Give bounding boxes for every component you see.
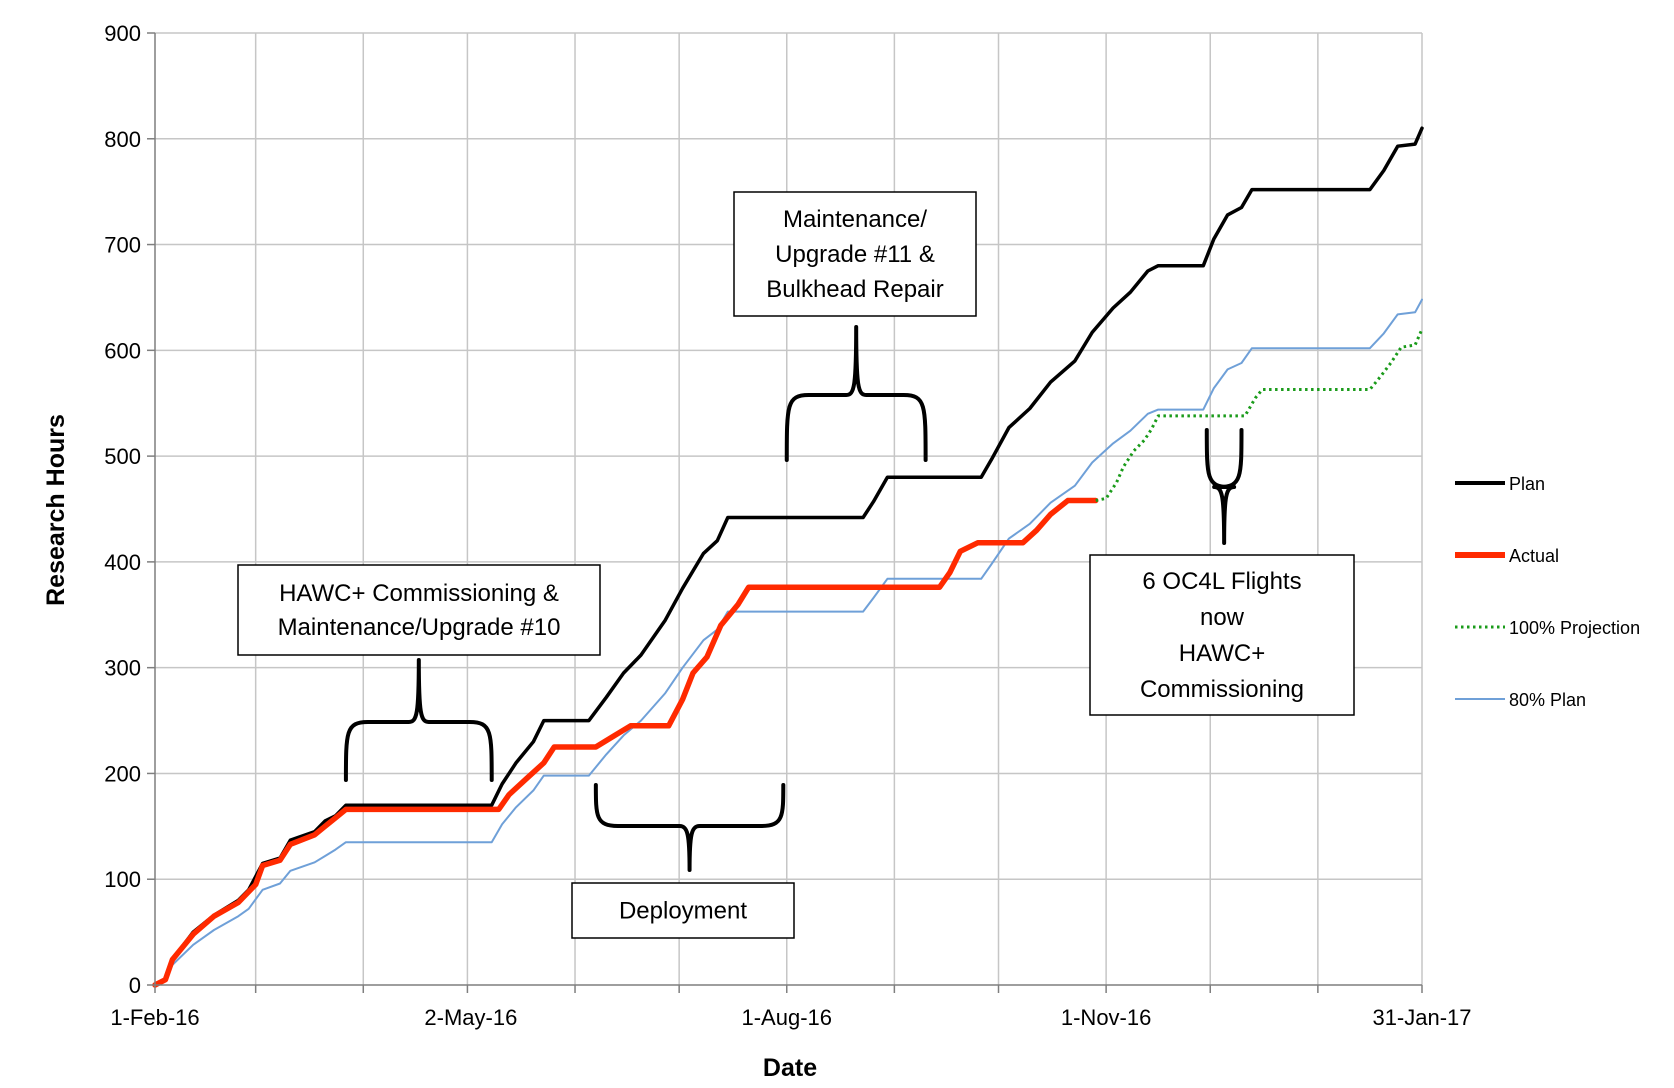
y-axis-title: Research Hours bbox=[42, 414, 70, 606]
y-tick-label: 200 bbox=[104, 761, 141, 786]
y-tick-label: 700 bbox=[104, 233, 141, 258]
legend-label: 80% Plan bbox=[1509, 690, 1586, 710]
annotation-brace bbox=[784, 325, 928, 462]
annotation-4: 6 OC4L Flights now HAWC+ Commissioning bbox=[1089, 428, 1355, 716]
x-tick-label: 31-Jan-17 bbox=[1372, 1005, 1471, 1030]
legend-label: Plan bbox=[1509, 474, 1545, 494]
axes: 0 100 200 300 400 500 600 700 800 900 1-Feb-16 2-Ma… bbox=[104, 21, 1471, 1030]
annotation-2: Deployment bbox=[571, 783, 795, 939]
y-tick-label: 0 bbox=[129, 973, 141, 998]
annotation-text: 6 OC4L Flights bbox=[1142, 568, 1301, 595]
annotation-text: now bbox=[1200, 604, 1245, 631]
annotation-text: Deployment bbox=[619, 898, 747, 925]
annotation-1: HAWC+ Commissioning & Maintenance/Upgrade… bbox=[237, 564, 601, 782]
x-tick-label: 1-Aug-16 bbox=[742, 1005, 833, 1030]
legend-label: 100% Projection bbox=[1509, 618, 1640, 638]
x-tick-label: 1-Nov-16 bbox=[1061, 1005, 1151, 1030]
y-tick-label: 600 bbox=[104, 338, 141, 363]
y-tick-label: 100 bbox=[104, 867, 141, 892]
annotation-text: Bulkhead Repair bbox=[766, 276, 943, 303]
x-tick-label: 2-May-16 bbox=[424, 1005, 517, 1030]
series-line-100-projection bbox=[1095, 328, 1424, 502]
y-tick-label: 500 bbox=[104, 444, 141, 469]
annotation-box bbox=[733, 191, 977, 317]
legend: Plan Actual 100% Projection 80% Plan bbox=[1455, 474, 1640, 710]
annotation-text: Maintenance/ bbox=[783, 206, 927, 233]
annotation-text: Maintenance/Upgrade #10 bbox=[278, 614, 561, 641]
y-tick-label: 900 bbox=[104, 21, 141, 46]
x-axis-title: Date bbox=[763, 1054, 817, 1082]
y-tick-label: 300 bbox=[104, 656, 141, 681]
annotation-box bbox=[237, 564, 601, 656]
annotation-brace bbox=[593, 783, 786, 872]
y-tick-label: 400 bbox=[104, 550, 141, 575]
annotation-text: HAWC+ Commissioning & bbox=[279, 580, 559, 607]
annotations: HAWC+ Commissioning & Maintenance/Upgrade… bbox=[237, 191, 1355, 939]
annotation-box bbox=[1089, 554, 1355, 716]
series-line-80-plan bbox=[154, 298, 1423, 986]
series-line-actual bbox=[152, 497, 1099, 988]
x-tick-label: 1-Feb-16 bbox=[110, 1005, 199, 1030]
annotation-text: HAWC+ bbox=[1179, 640, 1265, 667]
annotation-text: Upgrade #11 & bbox=[775, 241, 935, 268]
series-lines bbox=[152, 126, 1424, 988]
annotation-text: Commissioning bbox=[1140, 676, 1304, 703]
annotation-3: Maintenance/Upgrade #11 & Bulkhead Repair bbox=[733, 191, 977, 462]
annotation-box bbox=[571, 882, 795, 939]
legend-label: Actual bbox=[1509, 546, 1559, 566]
y-tick-label: 800 bbox=[104, 127, 141, 152]
annotation-brace bbox=[343, 658, 494, 782]
annotation-brace bbox=[1204, 428, 1244, 545]
